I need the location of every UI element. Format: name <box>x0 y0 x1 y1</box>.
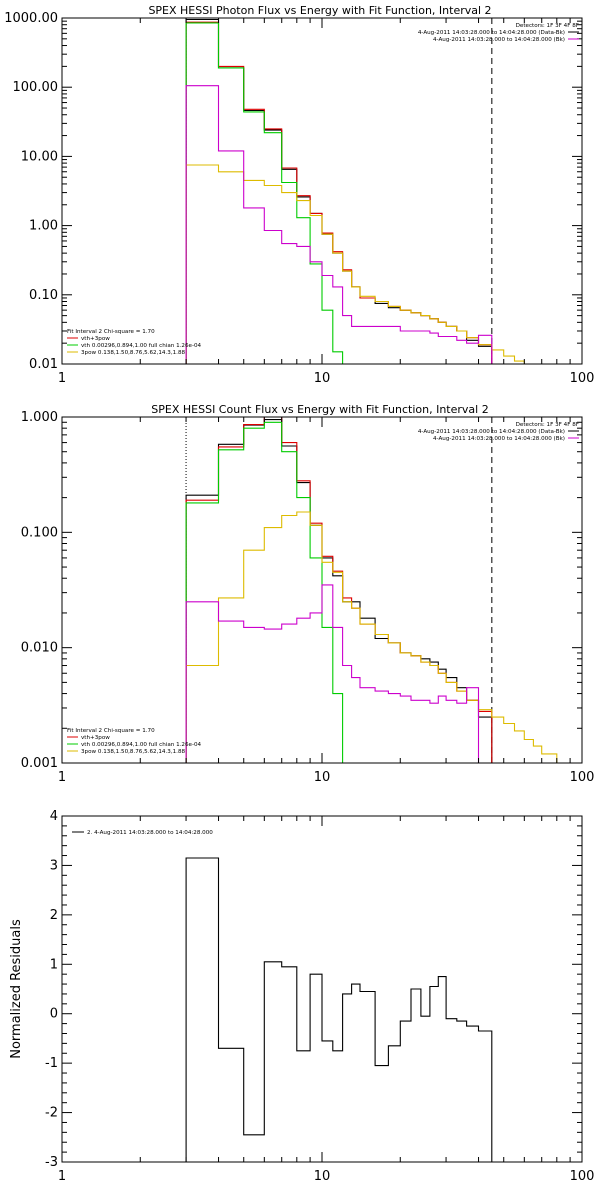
series-line-4 <box>185 85 493 364</box>
x-tick-label: 100 <box>570 1169 595 1184</box>
chart-title: SPEX HESSI Photon Flux vs Energy with Fi… <box>148 4 491 17</box>
y-tick-label: 0 <box>50 1007 58 1022</box>
plot-frame <box>61 17 583 365</box>
legend-entry-label: vth+3pow <box>81 336 110 342</box>
legend-entry-label: 3pow 0.138,1.50,8.76,5.62,14.3,1.88 <box>81 749 186 755</box>
legend-entry-label: 4-Aug-2011 14:03:28.000 to 14:04:28.000 … <box>433 37 565 43</box>
series-line-1 <box>185 21 493 364</box>
y-tick-label: 0.10 <box>29 288 58 303</box>
y-tick-label: 1000.00 <box>4 11 58 26</box>
x-tick-label: 10 <box>314 371 331 386</box>
y-tick-label: 2 <box>50 908 58 923</box>
y-tick-label: 1.000 <box>21 410 58 425</box>
count-flux-chart: SPEX HESSI Count Flux vs Energy with Fit… <box>21 403 595 785</box>
y-tick-label: 1 <box>50 957 58 972</box>
y-tick-label: 1.00 <box>29 219 58 234</box>
x-tick-label: 1 <box>58 371 66 386</box>
photon-flux-chart: SPEX HESSI Photon Flux vs Energy with Fi… <box>4 4 594 386</box>
series-line-2 <box>185 22 353 364</box>
series-line-2 <box>185 421 353 763</box>
legend-entry-label: vth 0.00296,0.894,1.00 full chian 1.26e-… <box>81 343 202 349</box>
y-tick-label: 4 <box>50 809 58 824</box>
series-line-3 <box>185 511 571 763</box>
legend-entry-label: vth+3pow <box>81 735 110 741</box>
y-tick-label: -3 <box>45 1155 58 1170</box>
chart-title: SPEX HESSI Count Flux vs Energy with Fit… <box>151 403 488 416</box>
series-line-1 <box>185 417 493 763</box>
legend-entry-label: vth 0.00296,0.894,1.00 full chian 1.26e-… <box>81 742 202 748</box>
series-line-3 <box>185 164 582 364</box>
y-tick-label: 0.01 <box>29 357 58 372</box>
legend-entry-label: 2. 4-Aug-2011 14:03:28.000 to 14:04:28.0… <box>87 830 213 836</box>
series-line-0 <box>185 18 493 364</box>
y-tick-label: 0.001 <box>21 756 58 771</box>
legend-entry-label: 4-Aug-2011 14:03:28.000 to 14:04:28.000 … <box>418 30 565 36</box>
y-tick-label: 3 <box>50 858 58 873</box>
x-tick-label: 100 <box>570 371 595 386</box>
legend-entry-label: 4-Aug-2011 14:03:28.000 to 14:04:28.000 … <box>418 429 565 435</box>
series-line-0 <box>185 419 493 763</box>
y-tick-label: 10.00 <box>21 149 58 164</box>
y-tick-label: 0.010 <box>21 641 58 656</box>
x-tick-label: 10 <box>314 1169 331 1184</box>
y-tick-label: -2 <box>45 1106 58 1121</box>
x-tick-label: 1 <box>58 770 66 785</box>
fit-header-label: Fit Interval 2 Chi-square = 1.70 <box>67 728 155 734</box>
detectors-label: Detectors: 1F 3F 4F 8F <box>516 422 579 428</box>
legend-entry-label: 3pow 0.138,1.50,8.76,5.62,14.3,1.88 <box>81 350 186 356</box>
y-tick-label: 0.100 <box>21 525 58 540</box>
series-line-0 <box>185 857 493 1162</box>
y-axis-label: Normalized Residuals <box>9 919 24 1059</box>
x-tick-label: 10 <box>314 770 331 785</box>
residuals-chart: 1 10 100 -3 -2 -1 0 1 2 3 4 Normalized Residuals 2. … <box>9 809 594 1184</box>
y-tick-label: 100.00 <box>13 80 59 95</box>
legend-entry-label: 4-Aug-2011 14:03:28.000 to 14:04:28.000 … <box>433 436 565 442</box>
fit-header-label: Fit Interval 2 Chi-square = 1.70 <box>67 329 155 335</box>
series-line-4 <box>185 584 493 763</box>
x-tick-label: 1 <box>58 1169 66 1184</box>
y-tick-label: -1 <box>45 1056 58 1071</box>
detectors-label: Detectors: 1F 3F 4F 8F <box>516 23 579 29</box>
x-tick-label: 100 <box>570 770 595 785</box>
